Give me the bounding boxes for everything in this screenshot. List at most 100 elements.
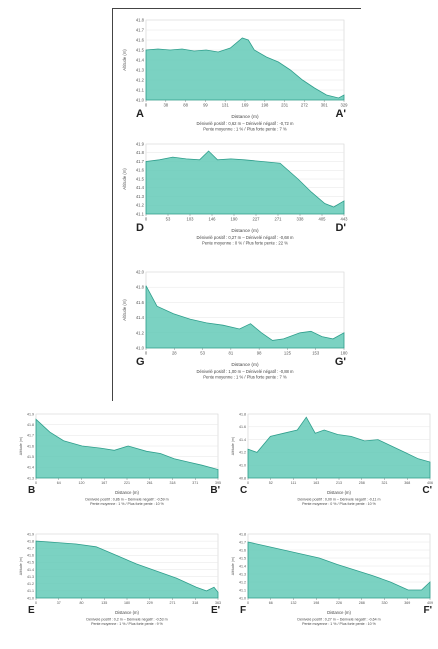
y-axis-label: Altitude (m)	[19, 557, 23, 575]
y-tick-label: 41.4	[136, 185, 145, 190]
x-tick-label: 198	[261, 103, 269, 108]
y-tick-label: 41.5	[239, 556, 246, 560]
elevation-area-series	[35, 540, 219, 599]
x-tick-label: 163	[313, 481, 319, 485]
x-tick-label: 405	[319, 217, 327, 222]
y-tick-label: 41.0	[239, 596, 246, 600]
elevation-caption: Dénivelé positif : 0,86 m – Dénivelé nég…	[85, 498, 168, 502]
x-tick-label: 28	[172, 351, 177, 356]
x-tick-label: 135	[101, 601, 107, 605]
profile-panel-B: 41.9 41.8 41.7 41.6 41.5 41.4 41.3 0 64 120 167 221…	[14, 410, 226, 522]
profile-panel-D: 41.9 41.8 41.7 41.6 41.5 41.4 41.3 41.2 41.1 0 53 1…	[116, 140, 356, 266]
y-tick-label: 41.8	[136, 285, 145, 290]
chart-svg-E: 41.9 41.8 41.7 41.6 41.5 41.4 41.3 41.2 41.1 41.0…	[19, 532, 221, 626]
y-tick-label: 41.3	[136, 194, 145, 199]
y-tick-label: 41.2	[136, 330, 145, 335]
y-tick-label: 41.1	[239, 588, 246, 592]
x-tick-label: 0	[35, 601, 37, 605]
x-tick-label: 0	[35, 481, 37, 485]
x-axis-label: Distance (m)	[231, 114, 259, 120]
slope-caption: Pente moyenne : 1 % / Plus forte pente :…	[203, 374, 287, 379]
y-tick-label: 41.8	[136, 150, 145, 155]
section-end-label: C'	[422, 485, 432, 496]
x-tick-label: 131	[222, 103, 230, 108]
elevation-area-series	[145, 37, 345, 101]
x-tick-label: 395	[215, 481, 221, 485]
y-tick-label: 41.5	[136, 176, 145, 181]
x-tick-label: 66	[269, 601, 273, 605]
section-end-label: A'	[335, 108, 346, 120]
y-tick-label: 41.7	[239, 540, 246, 544]
x-tick-label: 330	[382, 601, 388, 605]
x-tick-label: 64	[57, 481, 61, 485]
x-tick-label: 180	[124, 601, 130, 605]
x-tick-label: 371	[192, 481, 198, 485]
x-tick-label: 0	[145, 351, 148, 356]
x-tick-label: 226	[336, 601, 342, 605]
x-tick-label: 0	[247, 601, 249, 605]
y-tick-label: 41.2	[136, 203, 145, 208]
section-end-label: D'	[335, 222, 346, 234]
y-tick-label: 41.3	[136, 67, 145, 72]
y-tick-label: 41.2	[239, 580, 246, 584]
x-tick-label: 132	[291, 601, 297, 605]
y-tick-label: 41.7	[27, 546, 34, 550]
x-tick-label: 272	[301, 103, 309, 108]
x-tick-label: 53	[166, 217, 171, 222]
y-tick-label: 41.5	[27, 455, 34, 459]
x-tick-label: 258	[359, 481, 365, 485]
x-tick-label: 406	[427, 481, 433, 485]
y-tick-label: 41.4	[239, 438, 246, 442]
y-tick-label: 41.2	[136, 77, 145, 82]
x-axis-label: Distance (m)	[231, 362, 259, 368]
elevation-caption: Dénivelé positif : 0,62 m – Dénivelé nég…	[196, 121, 294, 126]
section-start-label: C	[240, 485, 247, 496]
x-tick-label: 227	[253, 217, 261, 222]
chart-svg-F: 41.8 41.7 41.6 41.5 41.4 41.3 41.2 41.1 41.00 66 1…	[231, 532, 433, 626]
elevation-area-series	[145, 285, 345, 349]
section-start-label: B	[28, 485, 35, 496]
x-tick-label: 443	[341, 217, 349, 222]
x-tick-label: 229	[147, 601, 153, 605]
section-start-label: A	[136, 108, 144, 120]
y-tick-label: 41.4	[27, 568, 34, 572]
section-end-label: E'	[211, 605, 220, 616]
x-tick-label: 167	[101, 481, 107, 485]
x-tick-label: 111	[291, 481, 296, 485]
x-tick-label: 88	[183, 103, 188, 108]
x-tick-label: 98	[257, 351, 262, 356]
y-tick-label: 41.3	[239, 572, 246, 576]
chart-svg-B: 41.9 41.8 41.7 41.6 41.5 41.4 41.30 64 120 167 221…	[19, 412, 221, 506]
x-tick-label: 0	[247, 481, 249, 485]
y-tick-label: 40.8	[239, 476, 246, 480]
y-tick-label: 41.9	[27, 532, 34, 536]
background-region	[0, 0, 110, 400]
x-tick-label: 99	[203, 103, 208, 108]
y-tick-label: 41.6	[136, 300, 145, 305]
x-tick-label: 318	[170, 481, 176, 485]
elevation-caption: Dénivelé positif : 0,27 m – Dénivelé nég…	[196, 235, 294, 240]
x-tick-label: 0	[145, 103, 148, 108]
y-tick-label: 41.0	[136, 97, 145, 102]
y-tick-label: 41.6	[27, 554, 34, 558]
profile-panel-G: 42.0 41.8 41.6 41.4 41.2 41.0 0 28 53 81 98 125 153 1…	[116, 266, 356, 394]
y-tick-label: 41.5	[27, 561, 34, 565]
slope-caption: Pente moyenne : 1 % / Plus forte pente :…	[91, 622, 164, 626]
y-tick-label: 41.8	[27, 539, 34, 543]
section-end-label: B'	[210, 485, 220, 496]
elevation-caption: Dénivelé positif : 0,2 m – Dénivelé néga…	[86, 618, 167, 622]
section-start-label: D	[136, 222, 144, 234]
x-tick-label: 180	[341, 351, 349, 356]
y-tick-label: 41.7	[27, 434, 34, 438]
x-tick-label: 169	[242, 103, 250, 108]
y-tick-label: 41.1	[136, 211, 145, 216]
y-tick-label: 41.6	[239, 425, 246, 429]
x-tick-label: 81	[229, 351, 234, 356]
x-tick-label: 80	[80, 601, 84, 605]
x-tick-label: 103	[187, 217, 195, 222]
x-tick-label: 153	[312, 351, 320, 356]
y-tick-label: 41.6	[136, 168, 145, 173]
y-tick-label: 41.8	[27, 423, 34, 427]
x-tick-label: 0	[145, 217, 148, 222]
y-tick-label: 41.9	[27, 412, 34, 416]
